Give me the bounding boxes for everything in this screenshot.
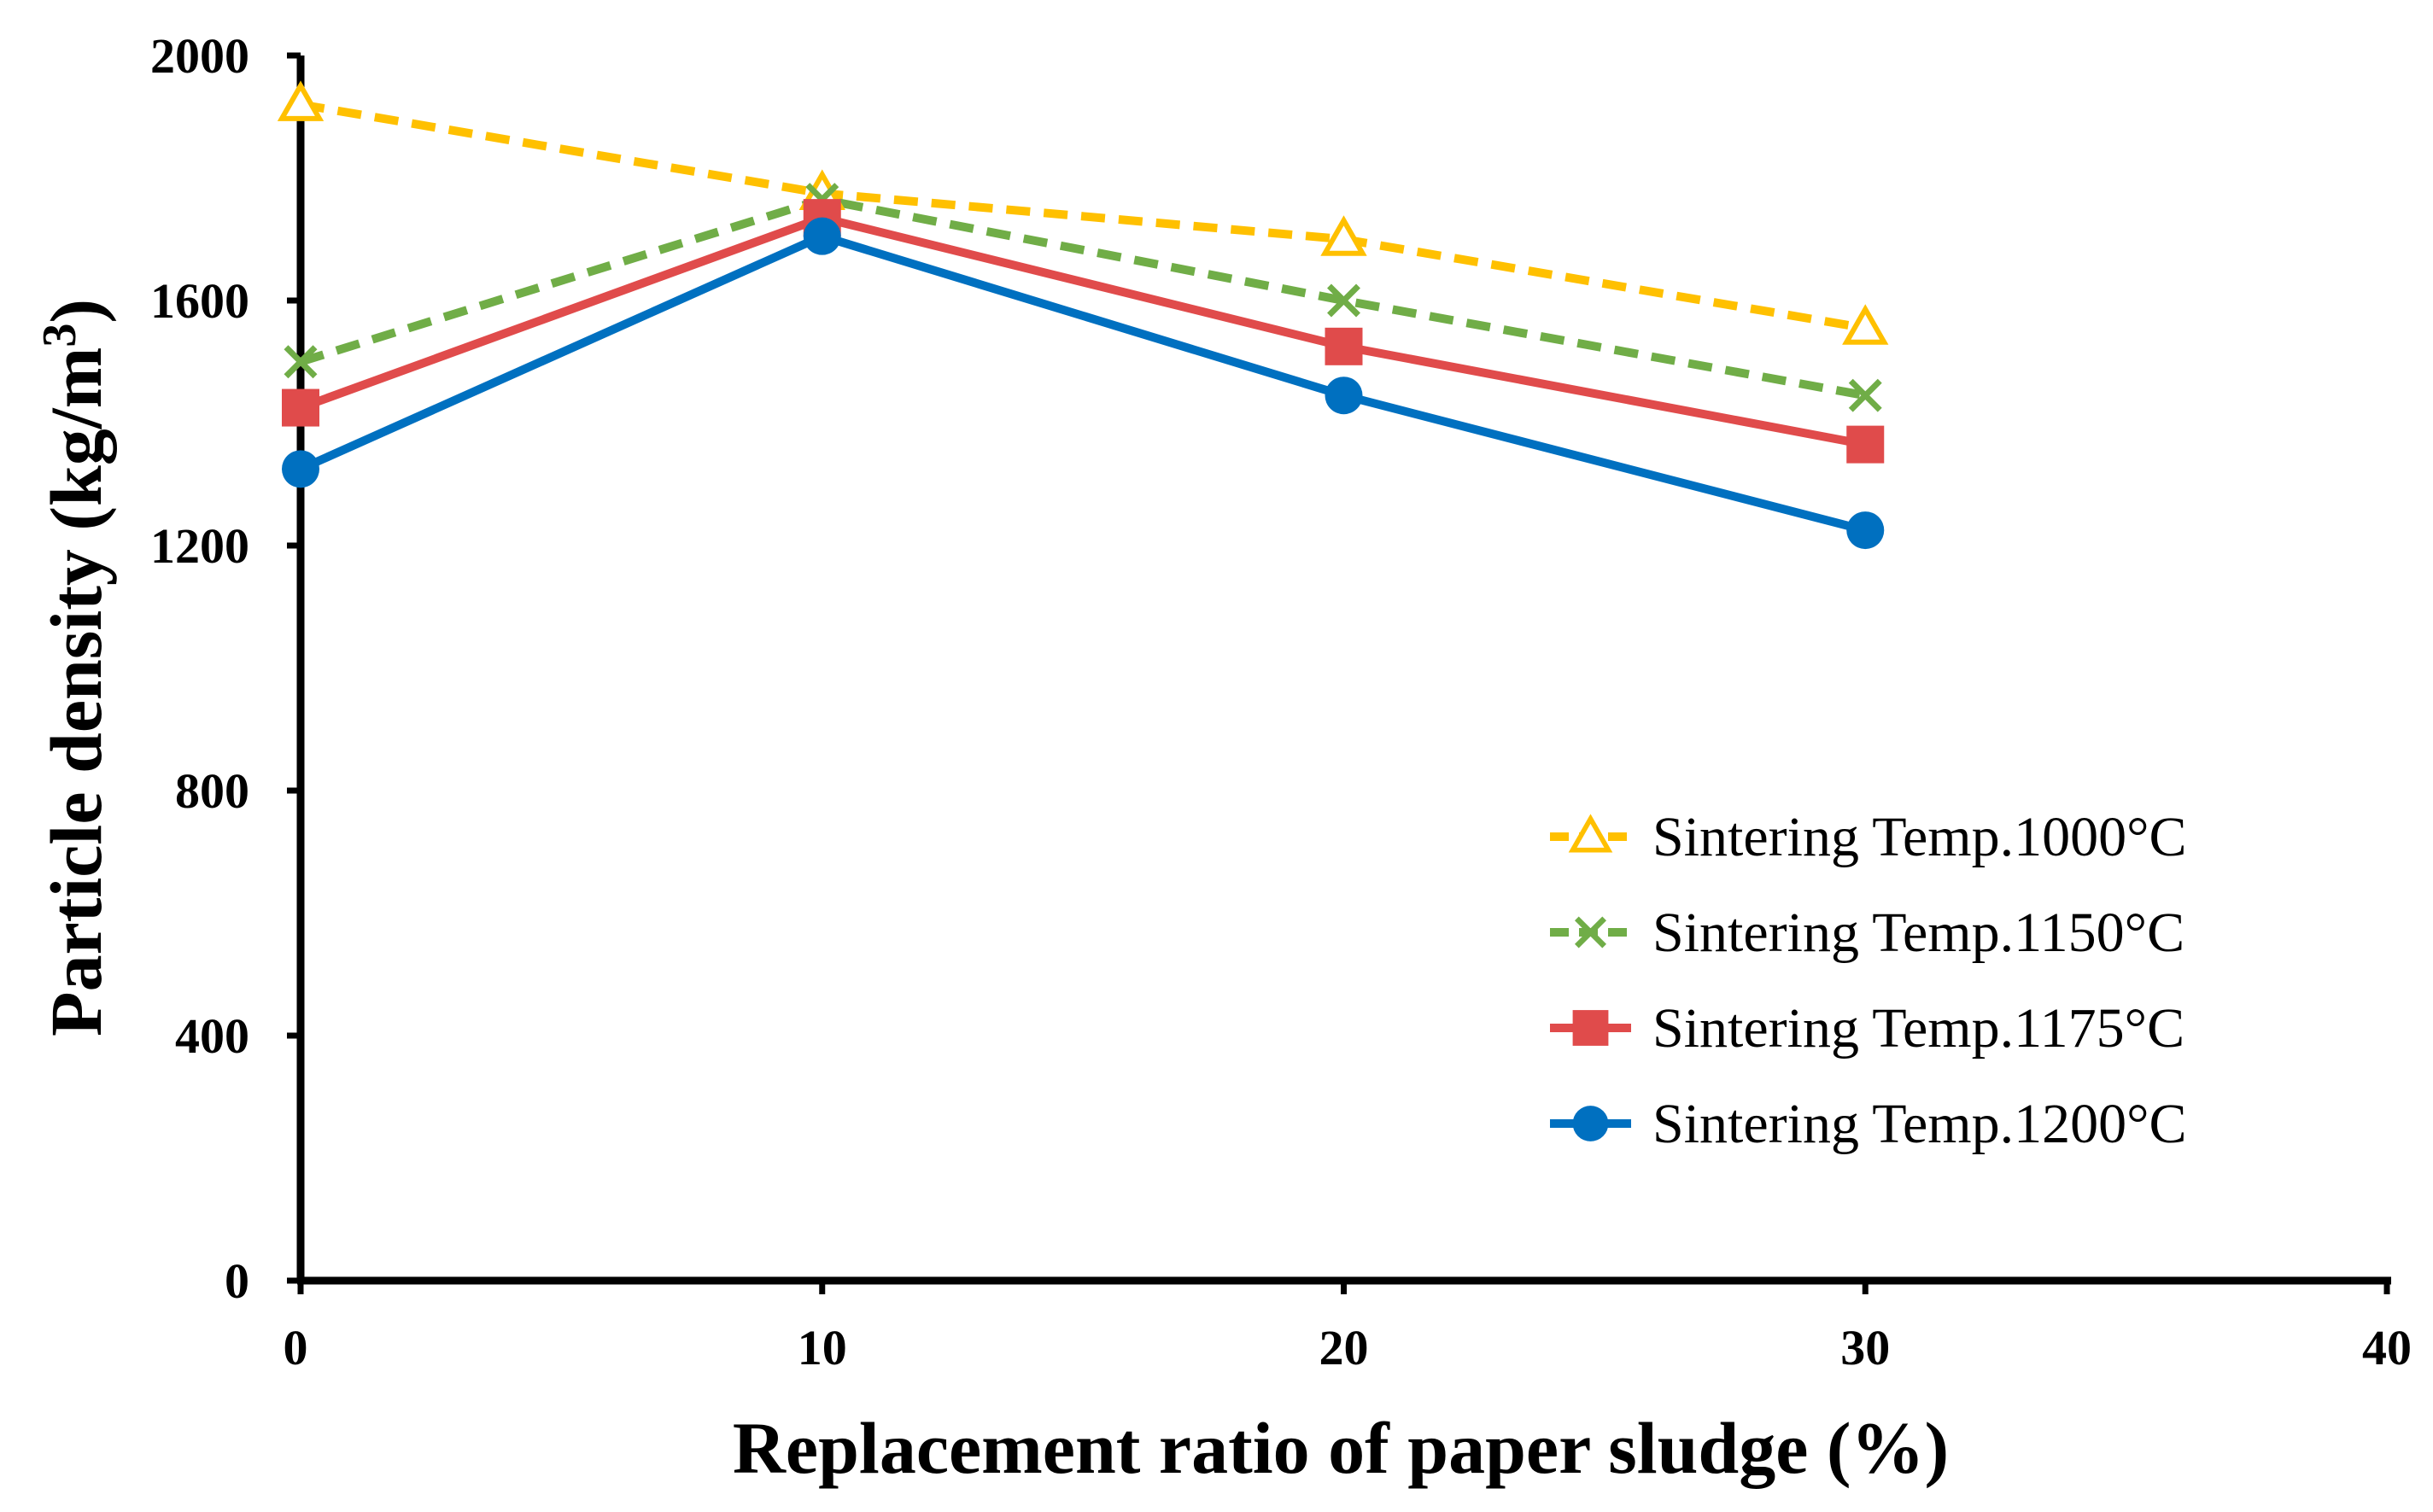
x-tick-label-20: 20 <box>1319 1320 1369 1375</box>
series-4-point-2 <box>803 217 841 255</box>
series-2-point-1 <box>284 345 318 379</box>
y-axis-title: Particle density (kg/m3) <box>33 299 117 1036</box>
series-3-point-3 <box>1325 327 1363 365</box>
series-1-point-3 <box>1320 215 1367 256</box>
series-4-point-4 <box>1846 511 1885 550</box>
series-line-1 <box>300 100 1867 333</box>
x-tick-label-0: 0 <box>284 1320 308 1375</box>
legend-item-1: Sintering Temp.1000°C <box>1550 806 2187 868</box>
y-tick-label-800: 800 <box>175 763 249 819</box>
series-lines <box>298 100 1867 534</box>
series-2-point-4 <box>1848 378 1882 412</box>
legend-label-3: Sintering Temp.1175°C <box>1652 997 2184 1060</box>
x-tick-label-40: 40 <box>2362 1320 2412 1375</box>
y-tick-label-1600: 1600 <box>150 273 249 329</box>
x-tick-label-30: 30 <box>1840 1320 1890 1375</box>
series-4-point-1 <box>282 450 319 488</box>
legend-label-4: Sintering Temp.1200°C <box>1652 1093 2187 1155</box>
legend-item-3: Sintering Temp.1175°C <box>1550 997 2184 1060</box>
y-tick-label-1200: 1200 <box>150 518 249 574</box>
x-tick-label-10: 10 <box>798 1320 847 1375</box>
series-line-4 <box>298 231 1867 534</box>
legend: Sintering Temp.1000°C Sintering Temp.1150… <box>1550 806 2187 1155</box>
y-axis-title-superscript: 3 <box>33 324 86 347</box>
series-2-point-3 <box>1327 283 1360 318</box>
series-1-point-1 <box>277 80 325 121</box>
series-line-2 <box>299 195 1867 400</box>
series-1-point-4 <box>1842 304 1889 345</box>
series-line-3 <box>299 213 1867 449</box>
x-axis-title: Replacement ratio of paper sludge (%) <box>733 1407 1949 1489</box>
tick-marks <box>287 52 2390 1294</box>
series-markers <box>277 80 1889 550</box>
y-axis-title-close: ) <box>35 299 117 324</box>
y-tick-label-2000: 2000 <box>150 28 249 84</box>
legend-marker-1 <box>1568 814 1613 853</box>
legend-label-1: Sintering Temp.1000°C <box>1652 806 2187 868</box>
legend-item-2: Sintering Temp.1150°C <box>1550 902 2184 964</box>
series-3-point-1 <box>282 388 319 427</box>
legend-marker-2 <box>1574 916 1607 949</box>
y-tick-label-0: 0 <box>225 1253 249 1309</box>
legend-item-4: Sintering Temp.1200°C <box>1550 1093 2187 1155</box>
series-4-point-3 <box>1325 377 1363 415</box>
series-3-point-4 <box>1846 425 1885 464</box>
tick-labels: 0 400 800 1200 1600 2000 0 10 20 30 40 <box>150 28 2412 1375</box>
legend-marker-3 <box>1572 1010 1609 1046</box>
y-tick-label-400: 400 <box>175 1008 249 1064</box>
legend-label-2: Sintering Temp.1150°C <box>1652 902 2184 964</box>
y-axis-title-main: Particle density (kg/m <box>35 347 117 1036</box>
legend-marker-4 <box>1572 1106 1609 1141</box>
